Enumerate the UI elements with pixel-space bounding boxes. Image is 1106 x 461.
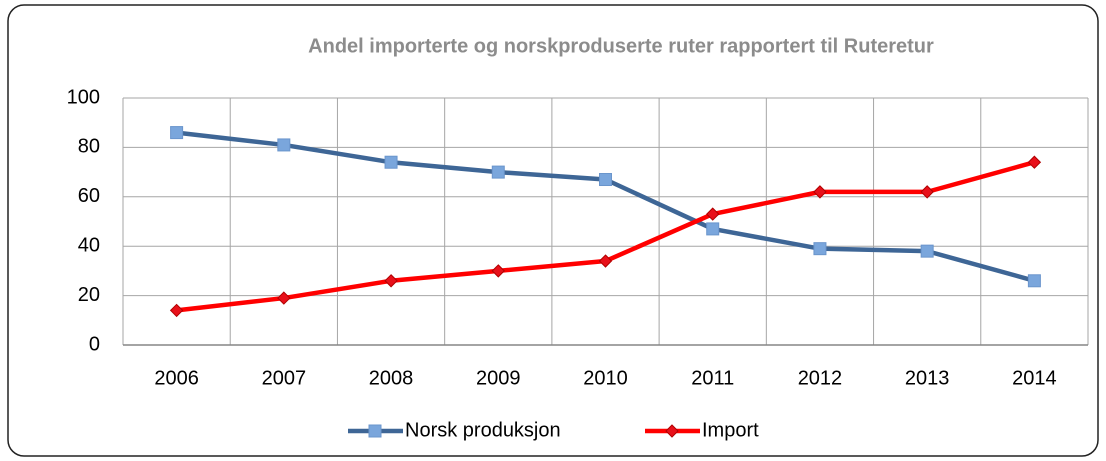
y-tick-label: 40 [78, 234, 100, 256]
data-point [277, 291, 291, 305]
data-point [384, 155, 398, 169]
legend-marker [665, 424, 679, 438]
data-point [491, 264, 505, 278]
data-point [1027, 155, 1042, 169]
x-tick-label: 2014 [1012, 367, 1057, 389]
data-point [813, 185, 827, 199]
chart-frame [7, 4, 1099, 457]
x-tick-label: 2007 [262, 367, 307, 389]
data-point [277, 138, 291, 152]
x-tick-label: 2013 [905, 367, 950, 389]
x-tick-label: 2008 [369, 367, 414, 389]
data-point [920, 244, 934, 258]
y-tick-label: 100 [67, 86, 100, 108]
x-tick-label: 2012 [798, 367, 843, 389]
data-point [169, 303, 184, 318]
legend-marker [368, 424, 382, 438]
data-point [384, 274, 398, 288]
data-point [599, 173, 612, 187]
x-tick-label: 2011 [691, 367, 734, 389]
legend-label: Import [702, 419, 759, 441]
y-tick-label: 20 [78, 284, 100, 306]
data-point [813, 242, 827, 256]
data-point [706, 222, 720, 236]
x-tick-label: 2009 [476, 367, 521, 389]
data-point [706, 207, 720, 221]
x-tick-label: 2010 [583, 367, 628, 389]
y-tick-label: 0 [89, 333, 100, 355]
data-point [920, 185, 934, 199]
y-tick-label: 80 [78, 136, 100, 158]
legend-label: Norsk produksjon [405, 419, 561, 441]
chart-title: Andel importerte og norskproduserte rute… [308, 35, 934, 57]
data-point [1027, 274, 1041, 288]
data-point [170, 126, 184, 140]
x-tick-label: 2006 [154, 367, 199, 389]
y-tick-label: 60 [78, 185, 100, 207]
data-point [598, 254, 613, 268]
data-point [491, 165, 505, 179]
